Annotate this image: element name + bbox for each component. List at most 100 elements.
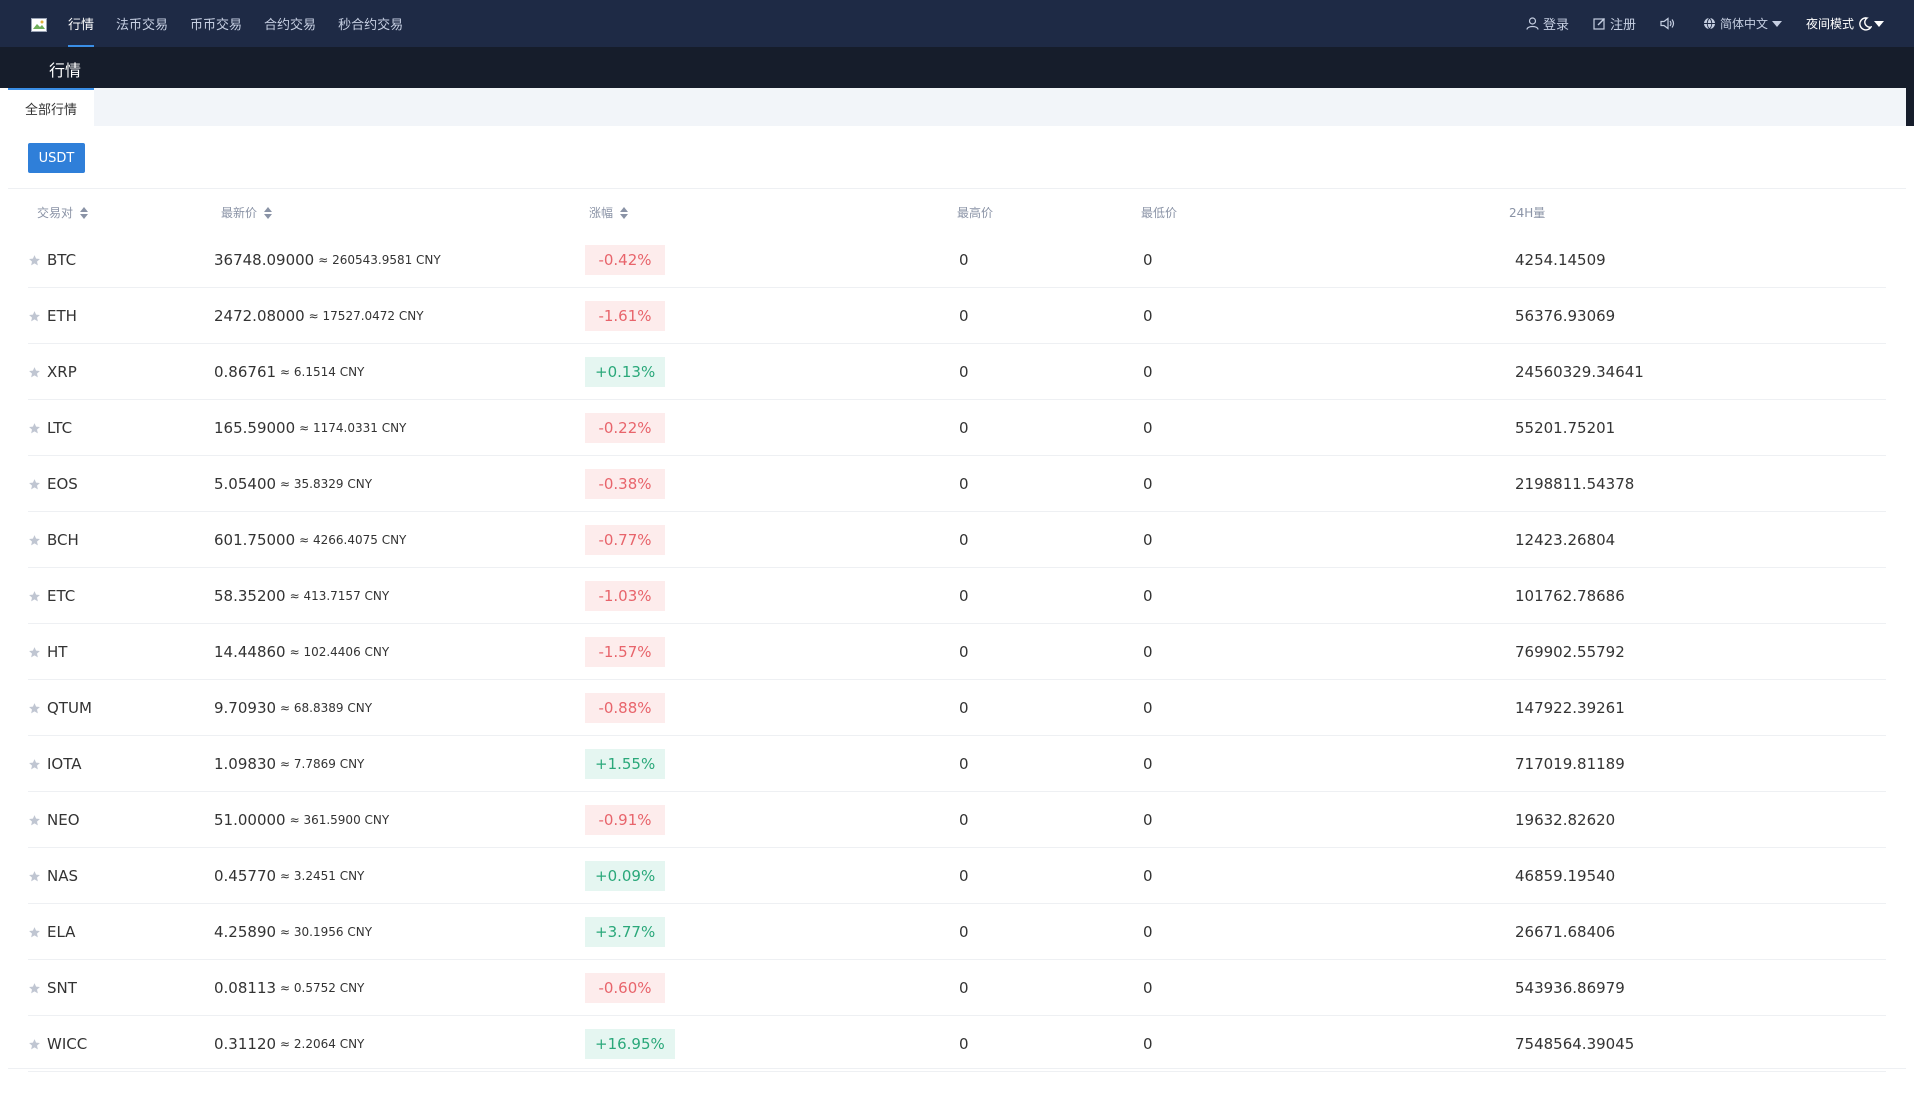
cny-price: ≈ 1174.0331 CNY [299,421,407,435]
table-row[interactable]: HT 14.44860 ≈ 102.4406 CNY -1.57% 0 0 76… [28,624,1886,680]
last-price-cell: 14.44860 ≈ 102.4406 CNY [214,624,389,680]
star-icon[interactable] [28,1038,41,1051]
volume-24h: 56376.93069 [1515,307,1616,325]
pair-cell: NEO [28,792,80,848]
table-row[interactable]: EOS 5.05400 ≈ 35.8329 CNY -0.38% 0 0 219… [28,456,1886,512]
star-icon[interactable] [28,590,41,603]
table-row[interactable]: ETC 58.35200 ≈ 413.7157 CNY -1.03% 0 0 1… [28,568,1886,624]
volume-24h: 19632.82620 [1515,811,1616,829]
cny-price: ≈ 35.8329 CNY [280,477,373,491]
nav-item-contract-trade[interactable]: 合约交易 [264,18,317,33]
header-change[interactable]: 涨幅 [589,204,629,221]
sort-icon[interactable] [620,206,629,219]
cny-price: ≈ 413.7157 CNY [289,589,390,603]
change-badge: +3.77% [585,917,666,947]
broken-image-logo-icon[interactable] [31,18,47,32]
pair-cell: WICC [28,1016,87,1072]
last-price: 5.05400 [214,475,277,493]
pair-cell: NAS [28,848,78,904]
nav-item-market[interactable]: 行情 [68,0,95,47]
change-cell: -0.22% [585,400,665,456]
change-badge: -0.60% [585,973,665,1003]
cny-price: ≈ 4266.4075 CNY [299,533,407,547]
volume-24h: 769902.55792 [1515,643,1625,661]
sound-toggle[interactable] [1660,17,1679,30]
night-mode-toggle[interactable]: 夜间模式 [1806,15,1884,32]
last-price-cell: 1.09830 ≈ 7.7869 CNY [214,736,364,792]
market-table-body: BTC 36748.09000 ≈ 260543.9581 CNY -0.42%… [28,232,1886,1072]
table-row[interactable]: ELA 4.25890 ≈ 30.1956 CNY +3.77% 0 0 266… [28,904,1886,960]
table-row[interactable]: QTUM 9.70930 ≈ 68.8389 CNY -0.88% 0 0 14… [28,680,1886,736]
star-icon[interactable] [28,646,41,659]
high-price: 0 [959,643,969,661]
volume-24h: 2198811.54378 [1515,475,1635,493]
last-price: 51.00000 [214,811,286,829]
table-row[interactable]: NEO 51.00000 ≈ 361.5900 CNY -0.91% 0 0 1… [28,792,1886,848]
change-cell: -0.60% [585,960,665,1016]
table-row[interactable]: ETH 2472.08000 ≈ 17527.0472 CNY -1.61% 0… [28,288,1886,344]
star-icon[interactable] [28,758,41,771]
low-price: 0 [1143,251,1153,269]
change-cell: -0.88% [585,680,665,736]
tab-all-markets[interactable]: 全部行情 [8,88,94,126]
header-low: 最低价 [1141,206,1178,220]
star-icon[interactable] [28,814,41,827]
low-price: 0 [1143,531,1153,549]
star-icon[interactable] [28,254,41,267]
cny-price: ≈ 3.2451 CNY [280,869,365,883]
star-icon[interactable] [28,310,41,323]
header-last-price[interactable]: 最新价 [221,204,273,221]
last-price-cell: 601.75000 ≈ 4266.4075 CNY [214,512,406,568]
star-icon[interactable] [28,926,41,939]
table-row[interactable]: NAS 0.45770 ≈ 3.2451 CNY +0.09% 0 0 4685… [28,848,1886,904]
star-icon[interactable] [28,982,41,995]
pair-cell: IOTA [28,736,82,792]
nav-item-fiat-trade[interactable]: 法币交易 [116,18,169,33]
globe-icon [1703,17,1715,30]
change-cell: -1.03% [585,568,665,624]
table-row[interactable]: BCH 601.75000 ≈ 4266.4075 CNY -0.77% 0 0… [28,512,1886,568]
last-price-cell: 51.00000 ≈ 361.5900 CNY [214,792,389,848]
star-icon[interactable] [28,366,41,379]
table-header: 交易对 最新价 涨幅 最高价 最低价 24H量 [28,196,1886,226]
last-price: 36748.09000 [214,251,315,269]
pair-cell: ETH [28,288,77,344]
star-icon[interactable] [28,702,41,715]
login-link[interactable]: 登录 [1526,14,1569,33]
low-price: 0 [1143,363,1153,381]
market-tabs: 全部行情 [8,88,1906,126]
volume-24h: 4254.14509 [1515,251,1606,269]
change-cell: -0.91% [585,792,665,848]
header-pair-label: 交易对 [37,206,74,220]
nav-item-second-contract[interactable]: 秒合约交易 [338,18,404,33]
coin-symbol: ETC [47,587,76,605]
low-price: 0 [1143,475,1153,493]
star-icon[interactable] [28,422,41,435]
last-price: 165.59000 [214,419,296,437]
change-cell: +16.95% [585,1016,675,1072]
pair-cell: LTC [28,400,72,456]
header-last-price-label: 最新价 [221,206,258,220]
language-select[interactable]: 简体中文 [1703,15,1782,32]
cny-price: ≈ 102.4406 CNY [289,645,390,659]
table-row[interactable]: LTC 165.59000 ≈ 1174.0331 CNY -0.22% 0 0… [28,400,1886,456]
change-cell: -1.61% [585,288,665,344]
star-icon[interactable] [28,534,41,547]
header-pair[interactable]: 交易对 [37,204,89,221]
pair-cell: XRP [28,344,77,400]
nav-item-coin-trade[interactable]: 币币交易 [190,18,243,33]
sort-icon[interactable] [264,206,273,219]
table-row[interactable]: SNT 0.08113 ≈ 0.5752 CNY -0.60% 0 0 5439… [28,960,1886,1016]
star-icon[interactable] [28,478,41,491]
cny-price: ≈ 17527.0472 CNY [308,309,424,323]
caret-down-icon [1771,20,1782,27]
last-price-cell: 0.45770 ≈ 3.2451 CNY [214,848,364,904]
star-icon[interactable] [28,870,41,883]
table-row[interactable]: BTC 36748.09000 ≈ 260543.9581 CNY -0.42%… [28,232,1886,288]
table-row[interactable]: XRP 0.86761 ≈ 6.1514 CNY +0.13% 0 0 2456… [28,344,1886,400]
table-row[interactable]: IOTA 1.09830 ≈ 7.7869 CNY +1.55% 0 0 717… [28,736,1886,792]
table-row[interactable]: WICC 0.31120 ≈ 2.2064 CNY +16.95% 0 0 75… [28,1016,1886,1072]
currency-usdt-button[interactable]: USDT [28,143,85,173]
register-link[interactable]: 注册 [1593,14,1636,33]
sort-icon[interactable] [80,206,89,219]
